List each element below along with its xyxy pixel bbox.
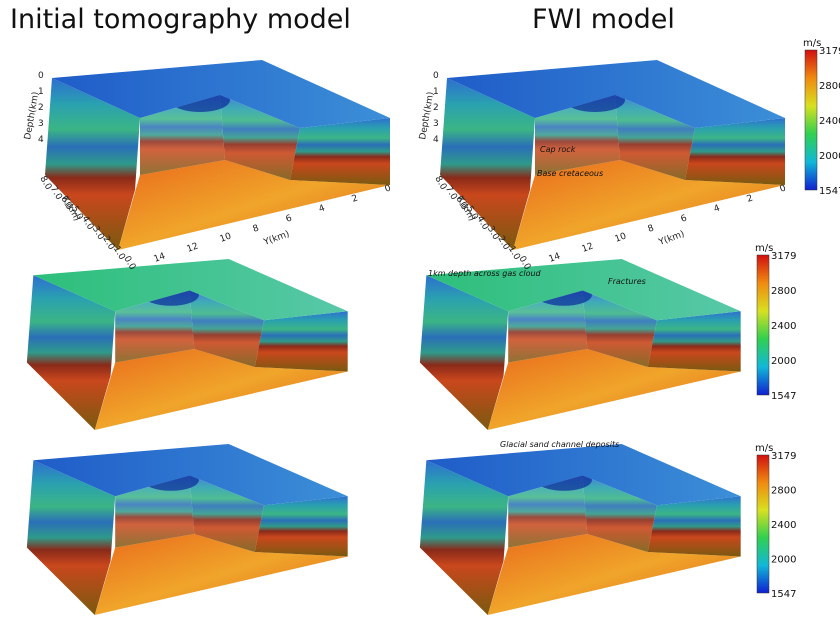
colorbar-tick: 2000 <box>771 555 796 566</box>
colorbar <box>804 49 818 191</box>
tick-label: 10 <box>614 231 628 244</box>
colorbar-tick: 2400 <box>819 116 840 127</box>
tick-label: 1 <box>38 87 44 97</box>
annotation: Base cretaceous <box>537 169 603 178</box>
tick-label: 10 <box>219 231 233 244</box>
tick-label: 2 <box>746 193 755 204</box>
colorbar-tick: 2800 <box>771 486 796 497</box>
axis-label: Y(km) <box>262 229 291 248</box>
title: Initial tomography model <box>10 4 351 35</box>
colorbar-tick: 2000 <box>771 356 796 367</box>
tick-label: 0 <box>779 183 788 194</box>
volume <box>440 60 785 250</box>
colorbar-tick: 2800 <box>771 286 796 297</box>
tick-label: 0 <box>433 71 439 81</box>
colorbar-unit: m/s <box>755 443 773 454</box>
axis-label: Depth(km) <box>418 91 436 140</box>
tick-label: 4 <box>318 203 327 214</box>
volume <box>419 444 741 615</box>
axis-label: Y(km) <box>657 229 686 248</box>
tick-label: 14 <box>153 251 167 264</box>
tick-label: 8 <box>647 223 656 234</box>
axis-label: Depth(km) <box>23 91 41 140</box>
colorbar-tick: 2400 <box>771 321 796 332</box>
tick-label: 1 <box>433 87 439 97</box>
colorbar-tick: 1547 <box>819 186 840 197</box>
tick-label: 8 <box>252 223 261 234</box>
tick-label: 14 <box>548 251 562 264</box>
tick-label: 4 <box>433 135 439 145</box>
tick-label: 4 <box>713 203 722 214</box>
tick-label: 3 <box>38 119 44 129</box>
volume <box>419 259 741 430</box>
tick-label: 2 <box>351 193 360 204</box>
colorbar-unit: m/s <box>755 243 773 254</box>
colorbar-tick: 1547 <box>771 589 796 600</box>
tick-label: 6 <box>680 213 689 224</box>
colorbar-unit: m/s <box>803 38 821 49</box>
colorbar-tick: 2800 <box>819 81 840 92</box>
volume <box>26 259 348 430</box>
annotation: Glacial sand channel deposits <box>500 440 619 449</box>
tick-label: 4 <box>38 135 44 145</box>
tick-label: 0 <box>384 183 393 194</box>
colorbar-tick: 3179 <box>771 251 796 262</box>
tick-label: 3 <box>433 119 439 129</box>
annotation: Cap rock <box>540 145 576 154</box>
colorbar <box>756 454 770 594</box>
colorbar-tick: 1547 <box>771 391 796 402</box>
tick-label: 12 <box>581 242 595 255</box>
tick-label: 2 <box>433 103 439 113</box>
colorbar <box>756 254 770 396</box>
colorbar-tick: 2000 <box>819 151 840 162</box>
tick-label: 12 <box>186 242 200 255</box>
tick-label: 2 <box>38 103 44 113</box>
annotation: 1km depth across gas cloud <box>428 269 542 278</box>
volume <box>45 60 390 250</box>
title: FWI model <box>532 4 675 35</box>
colorbar-tick: 2400 <box>771 520 796 531</box>
colorbar-tick: 3179 <box>771 451 796 462</box>
volume <box>26 444 348 615</box>
tick-label: 6 <box>285 213 294 224</box>
colorbar-tick: 3179 <box>819 46 840 57</box>
tick-label: 0 <box>38 71 44 81</box>
annotation: Fractures <box>608 277 646 286</box>
